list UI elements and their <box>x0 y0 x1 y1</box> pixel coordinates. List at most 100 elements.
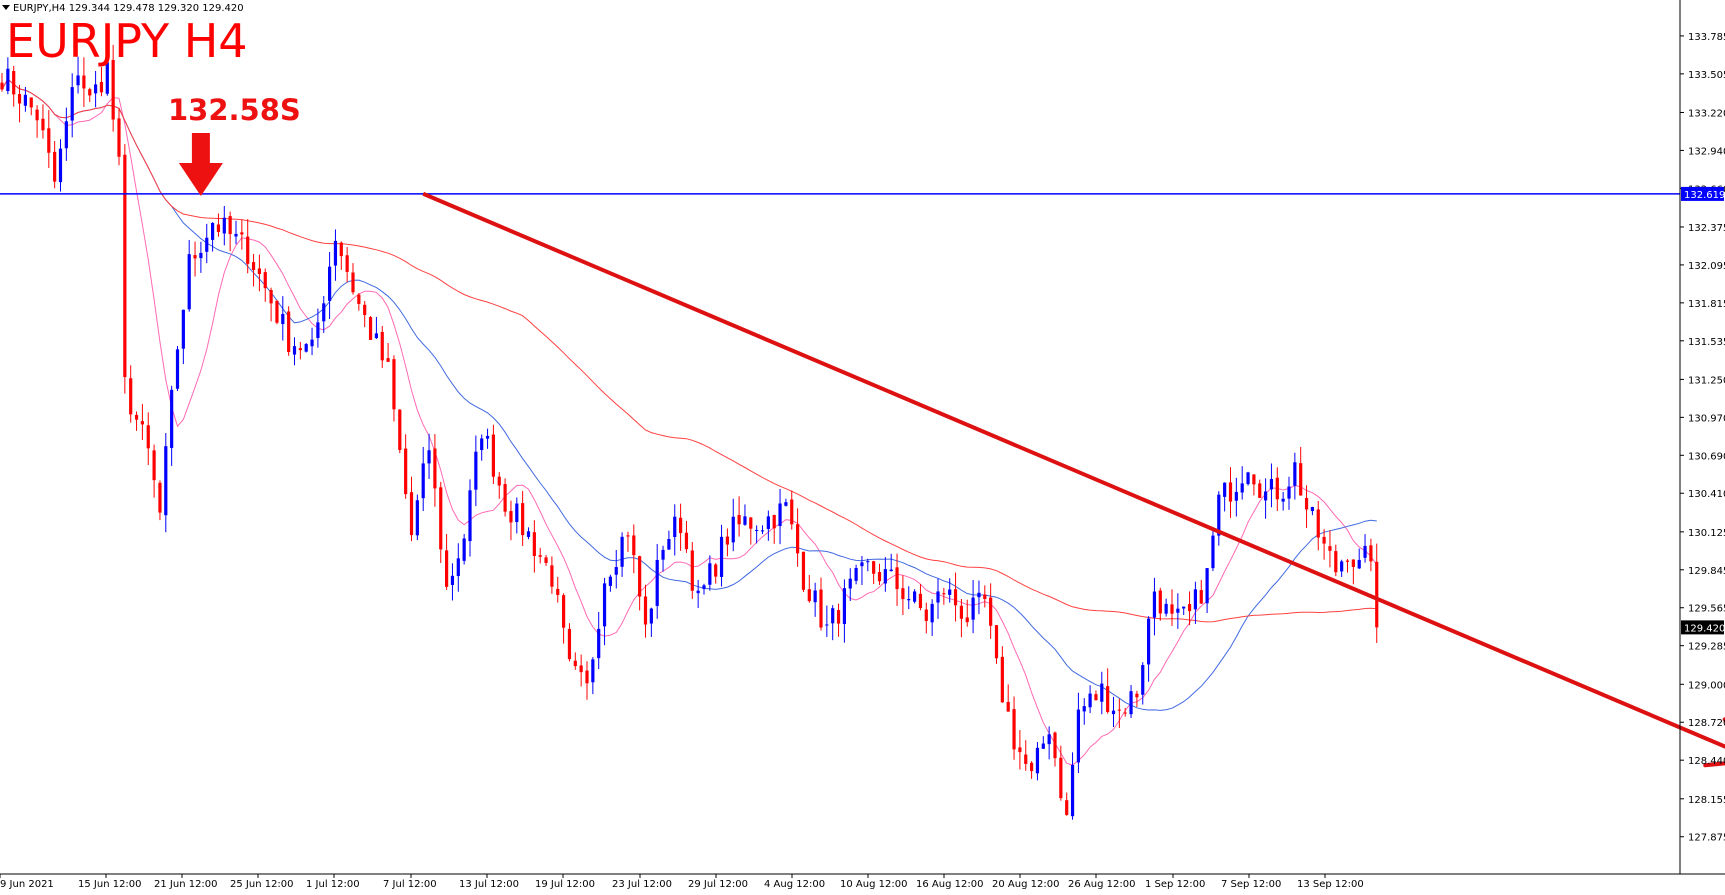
candle-body <box>521 503 524 535</box>
candle-body <box>492 435 495 477</box>
candle-body <box>205 238 208 252</box>
time-tick-label: 9 Jun 2021 <box>0 879 54 890</box>
candle-body <box>995 625 998 658</box>
candle-body <box>860 562 863 566</box>
candle-body <box>88 89 91 95</box>
candle-body <box>954 589 957 605</box>
candle-body <box>509 511 512 522</box>
candle-body <box>1042 744 1045 749</box>
time-tick-label: 23 Jul 12:00 <box>612 879 672 890</box>
candle-body <box>381 332 384 360</box>
candle-body <box>895 567 898 589</box>
candle-body <box>925 610 928 621</box>
price-tick-label: 132.095 <box>1688 261 1725 272</box>
candle-body <box>387 358 390 362</box>
candle-body <box>732 517 735 543</box>
price-tick-label: 131.815 <box>1688 299 1725 310</box>
price-tick-label: 130.970 <box>1688 413 1725 424</box>
candle-body <box>814 591 817 603</box>
candle-body <box>275 301 278 323</box>
time-tick-label: 21 Jun 12:00 <box>154 879 218 890</box>
candle-body <box>966 617 969 622</box>
time-tick-label: 4 Aug 12:00 <box>764 879 825 890</box>
candle-body <box>1352 560 1355 567</box>
candle-body <box>369 317 372 340</box>
time-tick-label: 1 Sep 12:00 <box>1145 879 1205 890</box>
candle-body <box>1287 487 1290 499</box>
time-tick-label: 15 Jun 12:00 <box>78 879 142 890</box>
candle-body <box>650 609 653 624</box>
candle-body <box>1229 482 1232 501</box>
price-tick-label: 128.440 <box>1688 756 1725 767</box>
candle-body <box>1241 483 1244 492</box>
candle-body <box>1048 734 1051 744</box>
candle-body <box>778 503 781 526</box>
candle-body <box>644 596 647 624</box>
last-price-label: 129.420 <box>1681 620 1725 634</box>
candle-body <box>451 576 454 585</box>
price-tick-label: 133.220 <box>1688 108 1725 119</box>
candle-body <box>855 568 858 581</box>
candle-body <box>1188 604 1191 611</box>
candle-body <box>591 659 594 682</box>
candle-body <box>901 588 904 599</box>
candle-body <box>1369 545 1372 561</box>
candle-body <box>691 551 694 591</box>
candle-body <box>445 550 448 586</box>
candle-body <box>738 515 741 524</box>
candle-body <box>36 110 39 121</box>
candle-body <box>287 312 290 353</box>
candle-body <box>609 577 612 586</box>
candle-body <box>685 533 688 549</box>
candle-body <box>310 340 313 347</box>
candle-body <box>1094 694 1097 700</box>
candle-body <box>708 563 711 584</box>
candle-body <box>948 590 951 595</box>
candle-body <box>673 517 676 537</box>
candle-body <box>1112 711 1115 714</box>
candle-body <box>1276 478 1279 499</box>
candle-body <box>340 243 343 256</box>
candle <box>802 552 805 592</box>
candle-body <box>1363 546 1366 558</box>
candle-body <box>281 314 284 324</box>
candle-body <box>182 310 185 349</box>
price-tick-label: 129.285 <box>1688 642 1725 653</box>
candle-body <box>913 591 916 601</box>
candle <box>463 534 466 564</box>
candle-body <box>1153 592 1156 618</box>
candle-body <box>363 305 366 315</box>
time-tick-label: 10 Aug 12:00 <box>840 879 907 890</box>
candle-body <box>667 539 670 550</box>
level-price-label-text: 132.619 <box>1684 190 1725 201</box>
candle-body <box>1194 589 1197 609</box>
candle-body <box>486 436 489 439</box>
candle-body <box>188 254 191 309</box>
price-tick-label: 132.375 <box>1688 223 1725 234</box>
candle-body <box>831 608 834 623</box>
candle-body <box>193 255 196 258</box>
candle-body <box>632 535 635 555</box>
candle-body <box>989 598 992 626</box>
candle-body <box>556 589 559 595</box>
candle-body <box>1258 483 1261 497</box>
candle-body <box>1007 702 1010 712</box>
candle-body <box>404 449 407 495</box>
candle-body <box>270 290 273 303</box>
price-tick-label: 131.535 <box>1688 337 1725 348</box>
candle-body <box>76 75 79 85</box>
candle-body <box>784 502 787 506</box>
candle-body <box>1328 546 1331 551</box>
price-tick-label: 128.720 <box>1688 718 1725 729</box>
candle-body <box>293 346 296 354</box>
candle-body <box>872 561 875 574</box>
candle-body <box>223 218 226 234</box>
price-tick-label: 129.845 <box>1688 566 1725 577</box>
candle-body <box>638 556 641 596</box>
candle-body <box>1135 694 1138 698</box>
candle-body <box>1124 713 1127 714</box>
candle-body <box>199 253 202 258</box>
candle-body <box>1206 568 1209 603</box>
